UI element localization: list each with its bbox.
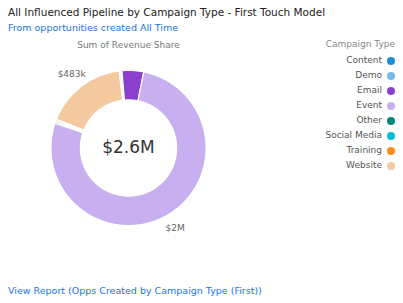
svg-text:$2M: $2M [165, 223, 184, 233]
html-text:Website: Website [346, 160, 382, 170]
html-text:Training: Training [346, 145, 382, 155]
html-text:View Report (Opps Created by C: View Report (Opps Created by Campaign Ty… [8, 285, 262, 296]
html-text:Social Media: Social Media [325, 130, 382, 140]
svg-text:Sum of Revenue Share: Sum of Revenue Share [77, 40, 180, 50]
html-text:Event: Event [356, 100, 382, 110]
html-text:All Influenced Pipeline by Cam: All Influenced Pipeline by Campaign Type… [8, 6, 326, 18]
html-text:Content: Content [346, 55, 382, 65]
html-text:Email: Email [357, 85, 382, 95]
svg-text:$2.6M: $2.6M [102, 137, 155, 157]
html-text:Campaign Type: Campaign Type [325, 39, 395, 49]
html-text:From opportunities created All: From opportunities created All Time [8, 22, 178, 33]
html-text:Other: Other [356, 115, 382, 125]
svg-text:$483k: $483k [58, 69, 87, 79]
html-text:Demo: Demo [355, 70, 382, 80]
